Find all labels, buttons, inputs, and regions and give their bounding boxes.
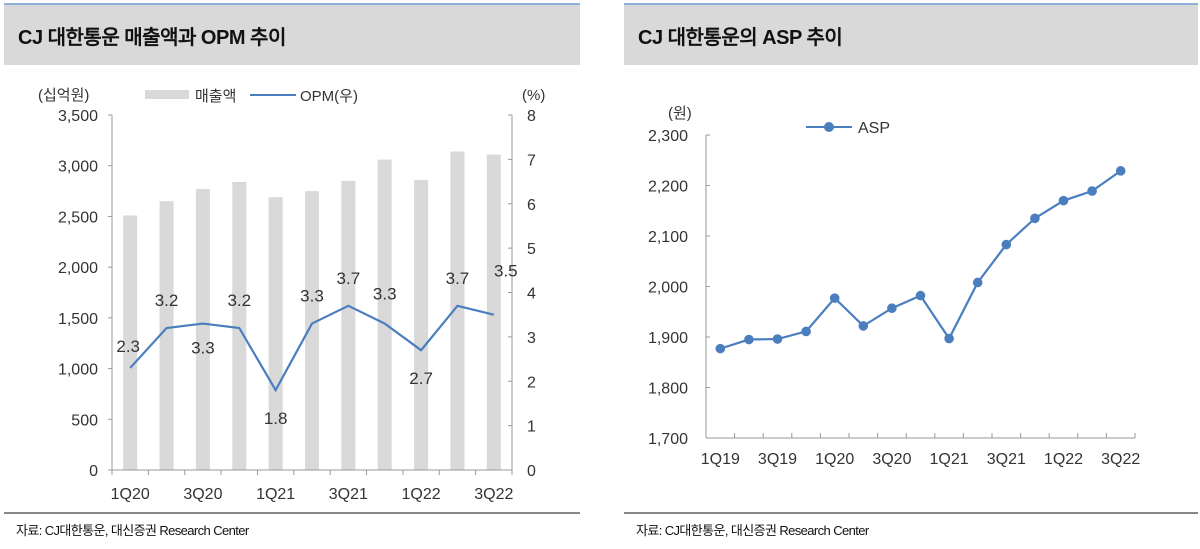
x-tick-label: 3Q20 (872, 451, 911, 468)
y-tick-label-right: 0 (527, 463, 536, 480)
bar (450, 151, 465, 470)
y-tick-label: 1,800 (648, 381, 688, 398)
data-point (858, 321, 869, 331)
y-tick-label-right: 5 (527, 241, 536, 258)
y-tick-label-right: 8 (527, 108, 536, 125)
y-tick-label: 0 (89, 463, 98, 480)
data-label: 3.2 (155, 291, 179, 310)
bar (486, 154, 501, 471)
data-label: 1.8 (264, 409, 288, 428)
data-label: 3.3 (300, 287, 324, 306)
y-tick-label-right: 7 (527, 152, 536, 169)
panel-header: CJ 대한통운의 ASP 추이 (624, 3, 1198, 65)
y-tick-label-right: 6 (527, 197, 536, 214)
divider (4, 512, 580, 514)
y-tick-label: 500 (71, 412, 98, 429)
x-tick-label: 1Q19 (701, 451, 740, 468)
data-point (772, 334, 783, 344)
data-label: 2.7 (409, 369, 433, 388)
y-tick-label: 1,900 (648, 330, 688, 347)
y-tick-label: 1,000 (58, 362, 98, 379)
data-label: 3.3 (373, 285, 397, 304)
x-tick-label: 3Q22 (1101, 451, 1140, 468)
data-label: 3.7 (337, 269, 361, 288)
y-tick-label: 2,300 (648, 128, 688, 145)
x-tick-label: 3Q19 (758, 451, 797, 468)
data-label: 2.3 (116, 337, 140, 356)
y-axis-title: (원) (668, 105, 692, 122)
y-tick-label: 2,500 (58, 209, 98, 226)
x-tick-label: 1Q21 (256, 486, 295, 503)
data-point (715, 343, 726, 354)
bar (195, 189, 210, 471)
y-axis-title-right: (%) (522, 87, 545, 104)
bar (414, 179, 429, 470)
bar (159, 201, 174, 470)
sales-opm-panel: CJ 대한통운 매출액과 OPM 추이 0 500 1,000 1,500 2,000 2… (0, 0, 580, 549)
data-point (1001, 239, 1012, 250)
y-tick-label-right: 1 (527, 419, 536, 436)
asp-panel: CJ 대한통운의 ASP 추이 1,700 1,800 1,900 2,000 2,10… (620, 0, 1198, 549)
y-tick-label: 2,000 (58, 260, 98, 277)
y-tick-label: 3,500 (58, 108, 98, 125)
panel-header: CJ 대한통운 매출액과 OPM 추이 (4, 3, 580, 65)
data-point (1058, 195, 1069, 206)
y-tick-label: 1,700 (648, 431, 688, 448)
x-tick-label: 1Q22 (402, 486, 441, 503)
legend-label: ASP (858, 120, 890, 137)
y-tick-label: 2,000 (648, 280, 688, 297)
data-point (1030, 213, 1040, 224)
legend-marker (824, 122, 834, 132)
x-tick-label: 3Q22 (474, 486, 513, 503)
sales-opm-chart: 0 500 1,000 1,500 2,000 2,500 3,000 3,500 0 1 2 3 4 5… (38, 87, 545, 503)
data-point (829, 293, 840, 303)
data-point (801, 326, 811, 337)
x-tick-label: 1Q22 (1044, 451, 1083, 468)
data-point (744, 334, 754, 345)
y-tick-label: 1,500 (58, 311, 98, 328)
bar (123, 215, 138, 470)
data-label: 3.2 (227, 291, 251, 310)
source-note: 자료: CJ대한통운, 대신증권 Research Center (636, 523, 869, 538)
bar (341, 180, 356, 470)
y-tick-label: 2,200 (648, 179, 688, 196)
data-point (944, 333, 954, 344)
y-tick-label-right: 2 (527, 374, 536, 391)
data-label: 3.5 (494, 262, 518, 281)
panel-title: CJ 대한통운 매출액과 OPM 추이 (18, 27, 286, 49)
x-tick-label: 3Q20 (183, 486, 222, 503)
bar (377, 159, 392, 470)
data-point (1087, 186, 1097, 196)
bar (305, 191, 319, 471)
x-tick-label: 1Q21 (930, 451, 969, 468)
y-tick-label-right: 4 (527, 286, 536, 303)
legend-line-label: OPM(우) (300, 88, 358, 105)
data-point (1115, 166, 1126, 176)
divider (624, 512, 1198, 514)
legend-bar-swatch (145, 90, 189, 99)
legend-bar-label: 매출액 (195, 88, 236, 105)
panel-title: CJ 대한통운의 ASP 추이 (638, 27, 843, 49)
x-tick-label: 3Q21 (987, 451, 1026, 468)
bar (268, 197, 283, 470)
data-label: 3.7 (446, 269, 470, 288)
y-tick-label-right: 3 (527, 330, 536, 347)
asp-chart: 1,700 1,800 1,900 2,000 2,100 2,200 2,300 1Q19 3… (648, 105, 1140, 468)
data-point (972, 277, 983, 288)
data-label: 3.3 (191, 339, 215, 358)
x-tick-label: 1Q20 (815, 451, 854, 468)
bar (232, 181, 247, 470)
source-note: 자료: CJ대한통운, 대신증권 Research Center (16, 523, 249, 538)
y-axis-title-left: (십억원) (38, 87, 89, 104)
opm-line (129, 304, 495, 393)
data-point (887, 303, 897, 314)
data-point (915, 290, 926, 301)
y-tick-label: 3,000 (58, 159, 98, 176)
x-tick-label: 1Q20 (111, 486, 150, 503)
y-tick-label: 2,100 (648, 229, 688, 246)
x-tick-label: 3Q21 (329, 486, 368, 503)
